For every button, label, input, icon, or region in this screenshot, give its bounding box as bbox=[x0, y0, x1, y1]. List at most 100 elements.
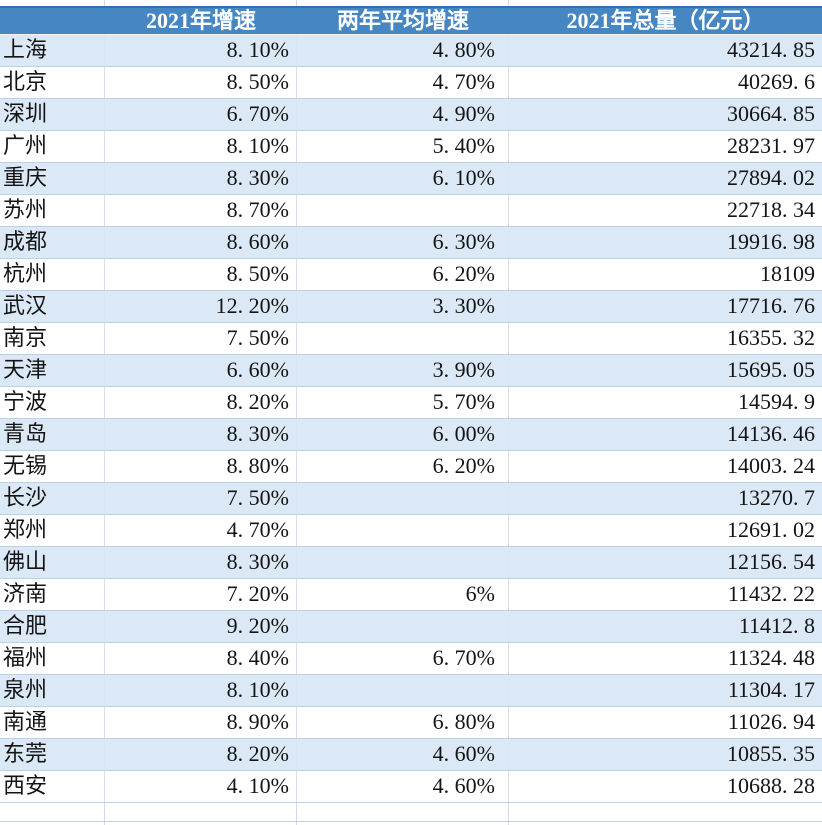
city-cell[interactable]: 广州 bbox=[0, 131, 105, 162]
city-cell[interactable]: 宁波 bbox=[0, 387, 105, 418]
total-2021-cell[interactable]: 15695. 05 bbox=[727, 357, 815, 382]
city-cell[interactable]: 天津 bbox=[0, 355, 105, 386]
empty-cell[interactable] bbox=[105, 803, 297, 821]
growth-2021-cell[interactable]: 9. 20% bbox=[105, 611, 297, 642]
header-growth-2021[interactable]: 2021年增速 bbox=[145, 8, 256, 33]
city-cell[interactable]: 武汉 bbox=[0, 291, 105, 322]
growth-2021-cell[interactable]: 4. 10% bbox=[105, 771, 297, 802]
empty-cell[interactable] bbox=[509, 803, 822, 821]
growth-2021-cell[interactable]: 7. 20% bbox=[105, 579, 297, 610]
city-cell[interactable]: 福州 bbox=[0, 643, 105, 674]
total-2021-cell[interactable]: 11304. 17 bbox=[727, 677, 815, 702]
total-2021-cell[interactable]: 10855. 35 bbox=[727, 741, 815, 766]
total-2021-cell[interactable]: 19916. 98 bbox=[727, 229, 815, 254]
total-2021-cell[interactable]: 11412. 8 bbox=[738, 613, 815, 638]
growth-2021-cell[interactable]: 8. 80% bbox=[105, 451, 297, 482]
total-2021-cell[interactable]: 14594. 9 bbox=[738, 389, 815, 414]
avg-growth-2yr-cell[interactable] bbox=[297, 611, 509, 642]
city-cell[interactable]: 南京 bbox=[0, 323, 105, 354]
city-cell[interactable]: 杭州 bbox=[0, 259, 105, 290]
growth-2021-cell[interactable]: 8. 90% bbox=[105, 707, 297, 738]
growth-2021-cell[interactable]: 4. 70% bbox=[105, 515, 297, 546]
header-avg-growth-2yr[interactable]: 两年平均增速 bbox=[336, 8, 469, 33]
total-2021-cell[interactable]: 14003. 24 bbox=[727, 453, 815, 478]
growth-2021-cell[interactable]: 8. 30% bbox=[105, 163, 297, 194]
growth-2021-cell[interactable]: 6. 70% bbox=[105, 99, 297, 130]
empty-cell[interactable] bbox=[297, 803, 509, 821]
city-cell[interactable]: 长沙 bbox=[0, 483, 105, 514]
total-2021-cell[interactable]: 17716. 76 bbox=[727, 293, 815, 318]
growth-2021-cell[interactable]: 6. 60% bbox=[105, 355, 297, 386]
city-cell[interactable]: 深圳 bbox=[0, 99, 105, 130]
avg-growth-2yr-cell[interactable]: 5. 40% bbox=[297, 131, 509, 162]
growth-2021-cell[interactable]: 8. 10% bbox=[105, 131, 297, 162]
total-2021-cell[interactable]: 11432. 22 bbox=[727, 581, 815, 606]
city-cell[interactable]: 泉州 bbox=[0, 675, 105, 706]
growth-2021-cell[interactable]: 8. 20% bbox=[105, 387, 297, 418]
city-cell[interactable]: 苏州 bbox=[0, 195, 105, 226]
avg-growth-2yr-cell[interactable]: 6. 20% bbox=[297, 451, 509, 482]
growth-2021-cell[interactable]: 7. 50% bbox=[105, 323, 297, 354]
avg-growth-2yr-cell[interactable] bbox=[297, 675, 509, 706]
city-cell[interactable]: 成都 bbox=[0, 227, 105, 258]
avg-growth-2yr-cell[interactable]: 6. 70% bbox=[297, 643, 509, 674]
total-2021-cell[interactable]: 18109 bbox=[760, 261, 815, 286]
growth-2021-cell[interactable]: 8. 20% bbox=[105, 739, 297, 770]
growth-2021-cell[interactable]: 8. 10% bbox=[105, 675, 297, 706]
avg-growth-2yr-cell[interactable]: 6. 30% bbox=[297, 227, 509, 258]
total-2021-cell[interactable]: 28231. 97 bbox=[727, 133, 815, 158]
city-cell[interactable]: 上海 bbox=[0, 35, 105, 66]
city-cell[interactable]: 重庆 bbox=[0, 163, 105, 194]
total-2021-cell[interactable]: 14136. 46 bbox=[727, 421, 815, 446]
total-2021-cell[interactable]: 10688. 28 bbox=[727, 773, 815, 798]
avg-growth-2yr-cell[interactable]: 6. 80% bbox=[297, 707, 509, 738]
total-2021-cell[interactable]: 43214. 85 bbox=[727, 37, 815, 62]
city-cell[interactable]: 佛山 bbox=[0, 547, 105, 578]
avg-growth-2yr-cell[interactable] bbox=[297, 323, 509, 354]
city-cell[interactable]: 合肥 bbox=[0, 611, 105, 642]
growth-2021-cell[interactable]: 8. 10% bbox=[105, 35, 297, 66]
growth-2021-cell[interactable]: 8. 60% bbox=[105, 227, 297, 258]
total-2021-cell[interactable]: 11026. 94 bbox=[727, 709, 815, 734]
total-2021-cell[interactable]: 16355. 32 bbox=[727, 325, 815, 350]
growth-2021-cell[interactable]: 8. 30% bbox=[105, 547, 297, 578]
growth-2021-cell[interactable]: 12. 20% bbox=[105, 291, 297, 322]
avg-growth-2yr-cell[interactable]: 6% bbox=[297, 579, 509, 610]
avg-growth-2yr-cell[interactable]: 5. 70% bbox=[297, 387, 509, 418]
city-cell[interactable]: 南通 bbox=[0, 707, 105, 738]
total-2021-cell[interactable]: 13270. 7 bbox=[738, 485, 815, 510]
total-2021-cell[interactable]: 40269. 6 bbox=[738, 69, 815, 94]
growth-2021-cell[interactable]: 8. 50% bbox=[105, 259, 297, 290]
avg-growth-2yr-cell[interactable]: 3. 90% bbox=[297, 355, 509, 386]
header-total-2021[interactable]: 2021年总量（亿元） bbox=[566, 8, 765, 33]
growth-2021-cell[interactable]: 8. 50% bbox=[105, 67, 297, 98]
header-city[interactable] bbox=[0, 8, 105, 34]
city-cell[interactable]: 东莞 bbox=[0, 739, 105, 770]
avg-growth-2yr-cell[interactable] bbox=[297, 515, 509, 546]
total-2021-cell[interactable]: 12156. 54 bbox=[727, 549, 815, 574]
empty-cell[interactable] bbox=[0, 803, 105, 821]
avg-growth-2yr-cell[interactable]: 4. 60% bbox=[297, 771, 509, 802]
total-2021-cell[interactable]: 30664. 85 bbox=[727, 101, 815, 126]
avg-growth-2yr-cell[interactable]: 6. 10% bbox=[297, 163, 509, 194]
growth-2021-cell[interactable]: 7. 50% bbox=[105, 483, 297, 514]
avg-growth-2yr-cell[interactable]: 3. 30% bbox=[297, 291, 509, 322]
avg-growth-2yr-cell[interactable] bbox=[297, 195, 509, 226]
avg-growth-2yr-cell[interactable]: 4. 60% bbox=[297, 739, 509, 770]
total-2021-cell[interactable]: 27894. 02 bbox=[727, 165, 815, 190]
city-cell[interactable]: 无锡 bbox=[0, 451, 105, 482]
avg-growth-2yr-cell[interactable]: 4. 70% bbox=[297, 67, 509, 98]
city-cell[interactable]: 北京 bbox=[0, 67, 105, 98]
growth-2021-cell[interactable]: 8. 30% bbox=[105, 419, 297, 450]
avg-growth-2yr-cell[interactable]: 6. 20% bbox=[297, 259, 509, 290]
avg-growth-2yr-cell[interactable]: 4. 80% bbox=[297, 35, 509, 66]
avg-growth-2yr-cell[interactable]: 4. 90% bbox=[297, 99, 509, 130]
total-2021-cell[interactable]: 11324. 48 bbox=[727, 645, 815, 670]
avg-growth-2yr-cell[interactable]: 6. 00% bbox=[297, 419, 509, 450]
growth-2021-cell[interactable]: 8. 70% bbox=[105, 195, 297, 226]
avg-growth-2yr-cell[interactable] bbox=[297, 547, 509, 578]
total-2021-cell[interactable]: 22718. 34 bbox=[727, 197, 815, 222]
total-2021-cell[interactable]: 12691. 02 bbox=[727, 517, 815, 542]
city-cell[interactable]: 西安 bbox=[0, 771, 105, 802]
avg-growth-2yr-cell[interactable] bbox=[297, 483, 509, 514]
